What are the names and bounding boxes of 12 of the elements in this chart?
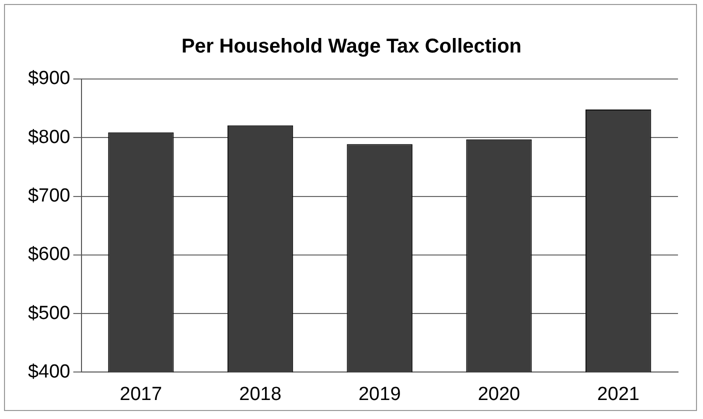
x-tick-label: 2020: [478, 384, 520, 405]
y-tick-label: $600: [28, 244, 70, 266]
y-tick-label: $400: [28, 361, 70, 382]
x-tick-label: 2021: [597, 384, 640, 405]
y-tick-label: $700: [28, 186, 70, 207]
x-tick-label: 2018: [239, 384, 282, 405]
chart-title: Per Household Wage Tax Collection: [181, 36, 522, 58]
x-tick-label: 2019: [358, 384, 401, 405]
x-tick-label: 2017: [120, 384, 162, 405]
y-tick-label: $900: [28, 68, 70, 90]
y-tick-label: $500: [28, 302, 70, 324]
y-tick-label: $800: [28, 126, 70, 148]
